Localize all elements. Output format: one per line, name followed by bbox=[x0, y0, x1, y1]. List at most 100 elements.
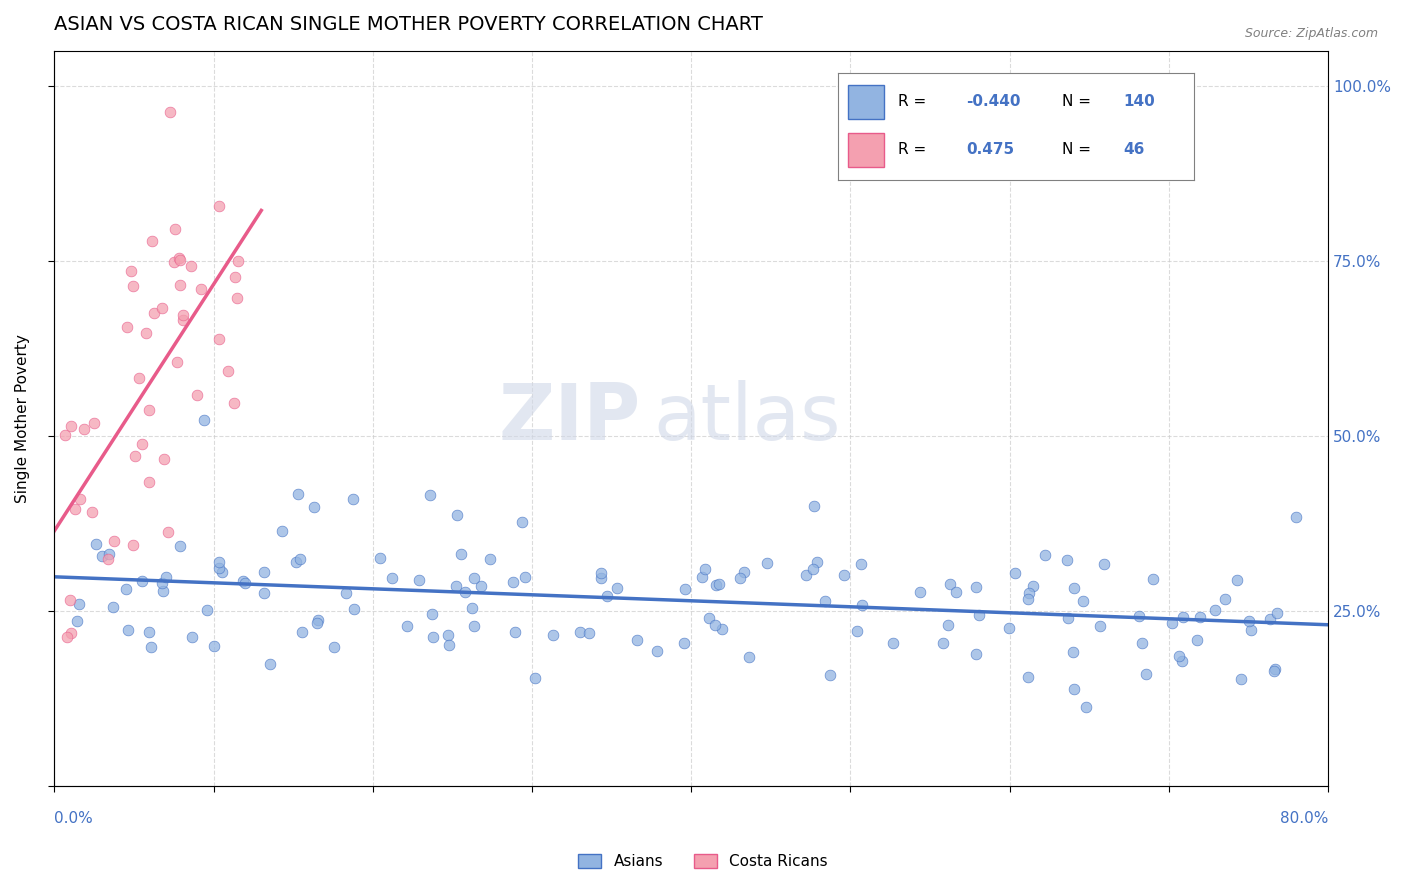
Point bbox=[420, 607, 443, 621]
Point bbox=[1004, 566, 1026, 581]
Point bbox=[56, 630, 79, 644]
Point bbox=[756, 556, 779, 570]
Point bbox=[138, 403, 160, 417]
Point bbox=[1017, 670, 1039, 684]
Point bbox=[72, 422, 94, 436]
Legend: Asians, Costa Ricans: Asians, Costa Ricans bbox=[572, 848, 834, 875]
Point bbox=[463, 571, 485, 585]
Point bbox=[63, 502, 86, 516]
Point bbox=[502, 574, 524, 589]
Point bbox=[131, 574, 153, 588]
Point bbox=[124, 449, 146, 463]
Point bbox=[232, 574, 254, 588]
Point bbox=[568, 624, 591, 639]
Point bbox=[1213, 592, 1236, 607]
Point bbox=[794, 568, 817, 582]
Point bbox=[510, 515, 533, 529]
Point bbox=[305, 616, 328, 631]
Point bbox=[408, 573, 430, 587]
Point bbox=[152, 452, 174, 467]
Point bbox=[202, 639, 225, 653]
Point bbox=[98, 547, 121, 561]
Point bbox=[738, 649, 761, 664]
Point bbox=[965, 580, 987, 594]
Point bbox=[645, 643, 668, 657]
Point bbox=[938, 577, 960, 591]
Point bbox=[53, 427, 76, 442]
Point bbox=[138, 624, 160, 639]
Point bbox=[163, 254, 186, 268]
Point bbox=[101, 599, 124, 614]
Point bbox=[287, 487, 309, 501]
Point bbox=[932, 636, 955, 650]
Point bbox=[578, 625, 600, 640]
Point bbox=[226, 291, 249, 305]
Point bbox=[733, 565, 755, 579]
Point bbox=[186, 388, 208, 402]
Text: ZIP: ZIP bbox=[498, 381, 640, 457]
Point bbox=[541, 628, 564, 642]
Point bbox=[419, 488, 441, 502]
Point bbox=[208, 560, 231, 574]
Text: 80.0%: 80.0% bbox=[1279, 811, 1329, 826]
Point bbox=[1017, 592, 1039, 607]
Text: atlas: atlas bbox=[652, 381, 841, 457]
Point bbox=[224, 396, 246, 410]
Point bbox=[97, 551, 120, 566]
Point bbox=[515, 569, 537, 583]
Point bbox=[997, 621, 1019, 635]
Point bbox=[208, 199, 231, 213]
Point bbox=[150, 301, 173, 315]
Point bbox=[82, 504, 104, 518]
Point bbox=[1265, 607, 1288, 621]
Point bbox=[1056, 553, 1078, 567]
Point bbox=[253, 565, 276, 579]
Point bbox=[323, 640, 346, 654]
Point bbox=[156, 524, 179, 539]
Point bbox=[117, 624, 139, 638]
Point bbox=[169, 277, 191, 292]
Point bbox=[169, 252, 191, 267]
Point bbox=[1188, 610, 1211, 624]
Point bbox=[342, 491, 364, 506]
Point bbox=[159, 105, 181, 120]
Point bbox=[67, 597, 90, 611]
Point bbox=[291, 624, 314, 639]
Point bbox=[1088, 618, 1111, 632]
Point bbox=[271, 524, 294, 538]
Point bbox=[1230, 673, 1253, 687]
Point bbox=[117, 320, 139, 334]
Point bbox=[193, 413, 215, 427]
Point bbox=[1167, 649, 1189, 664]
Point bbox=[302, 500, 325, 515]
Point bbox=[208, 332, 231, 346]
Point bbox=[90, 549, 112, 563]
Point bbox=[66, 615, 89, 629]
Point bbox=[1130, 636, 1153, 650]
Point bbox=[703, 618, 725, 632]
Point bbox=[818, 668, 841, 682]
Point bbox=[217, 364, 239, 378]
Point bbox=[1240, 624, 1263, 638]
Point bbox=[381, 571, 404, 585]
Point bbox=[446, 579, 468, 593]
Point bbox=[288, 551, 311, 566]
Point bbox=[343, 602, 366, 616]
Point bbox=[138, 475, 160, 490]
Point bbox=[1071, 594, 1094, 608]
Point bbox=[190, 282, 212, 296]
Point bbox=[710, 622, 733, 636]
Point bbox=[470, 578, 492, 592]
Point bbox=[180, 259, 202, 273]
Point bbox=[505, 624, 527, 639]
Point bbox=[180, 630, 202, 644]
Point bbox=[478, 551, 501, 566]
Point bbox=[460, 601, 482, 615]
Point bbox=[704, 578, 727, 592]
Point bbox=[589, 566, 612, 581]
Point bbox=[1285, 510, 1308, 524]
Point bbox=[1263, 665, 1285, 679]
Point bbox=[1226, 573, 1249, 587]
Point bbox=[211, 566, 233, 580]
Point bbox=[596, 589, 619, 603]
